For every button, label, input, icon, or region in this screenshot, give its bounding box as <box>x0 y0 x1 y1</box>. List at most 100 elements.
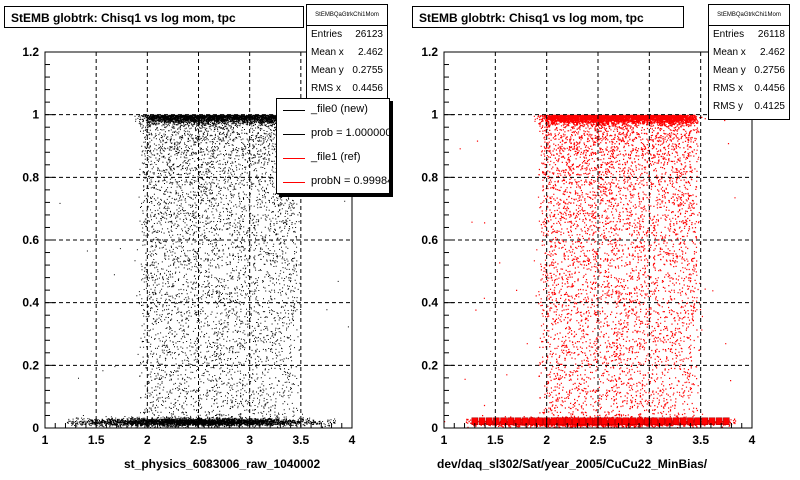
x-tick-label: 2.5 <box>590 433 607 447</box>
y-tick-label: 0.2 <box>421 358 438 372</box>
legend-label: _file1 (ref) <box>311 151 361 163</box>
y-tick-label: 0.4 <box>421 296 438 310</box>
left-stats-box: StEMBQaGtrkChi1Mom Entries 26123 Mean x 2.… <box>306 4 388 100</box>
stats-label: Mean y <box>713 65 746 76</box>
y-tick-label: 0 <box>431 421 438 435</box>
y-tick-label: 1 <box>431 108 438 122</box>
stats-value: 0.2755 <box>352 65 383 76</box>
stats-label: Entries <box>311 29 343 40</box>
stats-value: 0.4456 <box>352 83 383 94</box>
right-chart-title: StEMB globtrk: Chisq1 vs log mom, tpc <box>412 6 684 28</box>
band-marker <box>644 417 651 425</box>
right-stats-row: RMS x 0.4456 <box>709 80 789 98</box>
x-tick-label: 4 <box>749 433 756 447</box>
band-marker <box>586 417 594 425</box>
band-marker <box>658 417 665 425</box>
left-chart-title: StEMB globtrk: Chisq1 vs log mom, tpc <box>4 6 304 28</box>
stats-label: Mean x <box>311 47 344 58</box>
legend-line-black <box>283 110 305 111</box>
stats-label: RMS y <box>713 101 743 112</box>
left-stats-row: Mean x 2.462 <box>307 44 387 62</box>
band-marker <box>579 417 586 425</box>
stats-value: 2.462 <box>759 47 785 58</box>
y-tick-label: 0.2 <box>22 358 39 372</box>
band-marker <box>608 417 615 425</box>
band-marker <box>708 417 716 425</box>
band-marker <box>485 417 493 425</box>
x-tick-label: 2 <box>144 433 151 447</box>
left-stats-row: Entries 26123 <box>307 26 387 44</box>
y-tick-label: 0 <box>32 421 39 435</box>
x-tick-label: 3.5 <box>292 433 309 447</box>
band-marker <box>600 417 608 425</box>
right-stats-row: Mean y 0.2756 <box>709 62 789 80</box>
y-tick-label: 0.8 <box>421 170 438 184</box>
stats-value: 26118 <box>757 29 785 40</box>
right-stats-box: StEMBQaGtrkChi1Mom Entries 26118 Mean x 2.… <box>708 4 790 120</box>
y-tick-label: 1 <box>32 108 39 122</box>
scatter-points <box>444 114 737 428</box>
band-marker <box>593 417 601 425</box>
band-marker <box>550 417 558 425</box>
scatter-dots <box>444 114 737 428</box>
band-marker <box>715 417 723 425</box>
band-marker <box>478 417 486 425</box>
x-tick-label: 1 <box>441 433 448 447</box>
legend-entry: probN = 0.999841 <box>277 171 389 193</box>
y-tick-label: 0.8 <box>22 170 39 184</box>
band-marker <box>521 417 529 425</box>
band-marker <box>514 417 522 425</box>
stats-value: 0.4456 <box>754 83 785 94</box>
stats-label: RMS x <box>713 83 743 94</box>
grid-lines <box>444 52 752 428</box>
left-stats-name: StEMBQaGtrkChi1Mom <box>307 5 387 26</box>
x-tick-label: 3 <box>646 433 653 447</box>
right-stats-row: Entries 26118 <box>709 26 789 44</box>
band-marker <box>564 417 572 425</box>
y-tick-label: 0.6 <box>421 233 438 247</box>
left-x-axis-title: st_physics_6083006_raw_1040002 <box>124 457 321 471</box>
y-tick-label: 0.6 <box>22 233 39 247</box>
left-stats-row: Mean y 0.2755 <box>307 62 387 80</box>
legend-label: probN = 0.999841 <box>311 175 389 187</box>
band-marker <box>493 417 500 425</box>
band-marker <box>622 417 629 425</box>
stats-value: 0.2756 <box>754 65 785 76</box>
right-x-axis-title: dev/daq_sl302/Sat/year_2005/CuCu22_MinBi… <box>437 457 708 471</box>
legend-entry: prob = 1.000000 <box>277 123 389 147</box>
legend: _file0 (new) prob = 1.000000 _file1 (ref… <box>276 98 390 194</box>
band-marker <box>500 417 507 425</box>
legend-line-red <box>283 158 305 159</box>
right-stats-row: RMS y 0.4125 <box>709 98 789 116</box>
band-marker <box>701 417 709 425</box>
x-tick-label: 1.5 <box>88 433 105 447</box>
left-stats-row: RMS x 0.4456 <box>307 80 387 98</box>
band-marker <box>507 417 514 425</box>
band-marker <box>679 417 687 425</box>
y-tick-label: 1.2 <box>22 45 39 59</box>
legend-label: prob = 1.000000 <box>311 127 390 139</box>
band-marker <box>672 417 680 425</box>
axis-ticks <box>44 51 353 429</box>
band-marker <box>572 417 579 425</box>
x-tick-label: 1 <box>42 433 49 447</box>
band-marker <box>651 417 658 425</box>
legend-line-black <box>283 134 305 135</box>
stats-value: 2.462 <box>357 47 383 58</box>
band-marker <box>694 417 701 425</box>
stats-value: 26123 <box>355 29 383 40</box>
x-tick-label: 3.5 <box>692 433 709 447</box>
y-tick-label: 0.4 <box>22 296 39 310</box>
band-marker <box>665 417 673 425</box>
band-marker <box>636 417 644 425</box>
band-marker <box>536 417 543 425</box>
bottom-band-markers <box>471 417 730 425</box>
legend-entry: _file1 (ref) <box>277 147 389 171</box>
axis-ticks <box>443 51 753 429</box>
y-tick-label: 1.2 <box>421 45 438 59</box>
x-tick-label: 2.5 <box>190 433 207 447</box>
x-tick-label: 4 <box>349 433 356 447</box>
stats-label: Entries <box>713 29 745 40</box>
band-marker <box>529 417 536 425</box>
